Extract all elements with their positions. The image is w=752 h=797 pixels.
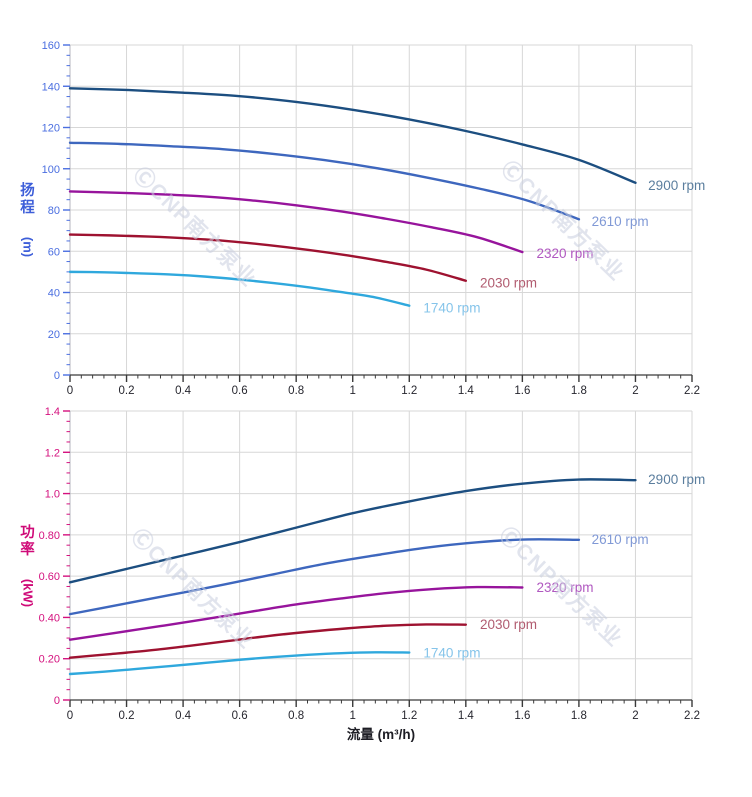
curve-label-2030-rpm: 2030 rpm [480, 617, 537, 632]
y-tick-label: 1.4 [45, 406, 60, 418]
head-axis-unit-wrap: (m) [20, 225, 35, 269]
curve-2900-rpm [68, 87, 637, 184]
curve-label-2900-rpm: 2900 rpm [648, 472, 705, 487]
x-tick-label: 1.8 [571, 710, 587, 722]
y-tick-label: 80 [48, 205, 60, 217]
y-tick-label: 40 [48, 288, 60, 300]
curve-2900-rpm [68, 478, 637, 584]
curve-2320-rpm [68, 585, 524, 641]
y-tick-label: 120 [42, 123, 60, 135]
curve-label-2320-rpm: 2320 rpm [537, 580, 594, 595]
x-tick-label: 1 [350, 710, 356, 722]
y-tick-label: 0.80 [39, 530, 60, 542]
x-tick-label: 0.6 [232, 385, 248, 397]
curve-1740-rpm [68, 270, 411, 307]
curve-label-2610-rpm: 2610 rpm [592, 214, 649, 229]
curve-label-2900-rpm: 2900 rpm [648, 178, 705, 193]
x-tick-label: 0 [67, 385, 73, 397]
y-tick-label: 0.20 [39, 654, 60, 666]
x-tick-label: 2.2 [684, 385, 700, 397]
y-tick-label: 160 [42, 40, 60, 52]
x-tick-label: 0.2 [119, 710, 135, 722]
x-tick-label: 0.6 [232, 710, 248, 722]
power-axis-unit-wrap: (kW) [20, 567, 35, 619]
x-tick-label: 0.2 [119, 385, 135, 397]
x-tick-label: 2 [632, 710, 638, 722]
head-axis-title: 扬程 (m) [20, 183, 35, 269]
x-tick-label: 1.8 [571, 385, 587, 397]
curve-label-1740-rpm: 1740 rpm [423, 300, 480, 315]
y-tick-label: 140 [42, 81, 60, 93]
curve-label-2320-rpm: 2320 rpm [537, 246, 594, 261]
y-tick-label: 60 [48, 246, 60, 258]
x-tick-label: 1.6 [514, 710, 530, 722]
curve-2610-rpm [68, 538, 581, 616]
y-tick-label: 0 [54, 695, 60, 707]
y-tick-label: 0.40 [39, 612, 60, 624]
power-axis-title-zh: 功率 [20, 525, 35, 558]
y-tick-label: 1.2 [45, 447, 60, 459]
y-tick-label: 1.0 [45, 489, 60, 501]
curve-label-2030-rpm: 2030 rpm [480, 276, 537, 291]
curve-2030-rpm [68, 623, 468, 659]
y-tick-label: 0 [54, 370, 60, 382]
power-axis-title: 功率 (kW) [20, 525, 35, 619]
x-tick-label: 1.2 [401, 385, 417, 397]
curve-2610-rpm [68, 141, 581, 221]
curve-2320-rpm [68, 190, 524, 254]
x-tick-label: 0.4 [175, 710, 192, 722]
x-tick-label: 1.2 [401, 710, 417, 722]
curve-2030-rpm [68, 233, 468, 282]
x-tick-label: 0.8 [288, 710, 304, 722]
y-tick-label: 0.60 [39, 571, 60, 583]
curve-label-2610-rpm: 2610 rpm [592, 532, 649, 547]
curve-1740-rpm [68, 651, 411, 676]
y-tick-label: 100 [42, 164, 60, 176]
x-tick-label: 0.4 [175, 385, 192, 397]
x-tick-label: 0 [67, 710, 73, 722]
y-tick-label: 20 [48, 329, 60, 341]
x-tick-label: 1.6 [514, 385, 530, 397]
flow-axis-title: 流量 (m³/h) [346, 727, 416, 742]
watermark: ⒸCNP南方泵业 [129, 162, 262, 291]
head-axis-unit: (m) [20, 236, 35, 258]
x-tick-label: 2.2 [684, 710, 700, 722]
power-axis-unit: (kW) [20, 578, 35, 608]
curve-label-1740-rpm: 1740 rpm [423, 645, 480, 660]
x-tick-label: 1.4 [458, 385, 475, 397]
x-tick-label: 0.8 [288, 385, 304, 397]
x-tick-label: 1.4 [458, 710, 475, 722]
head-axis-title-zh: 扬程 [20, 183, 35, 216]
x-tick-label: 1 [350, 385, 356, 397]
x-tick-label: 2 [632, 385, 638, 397]
